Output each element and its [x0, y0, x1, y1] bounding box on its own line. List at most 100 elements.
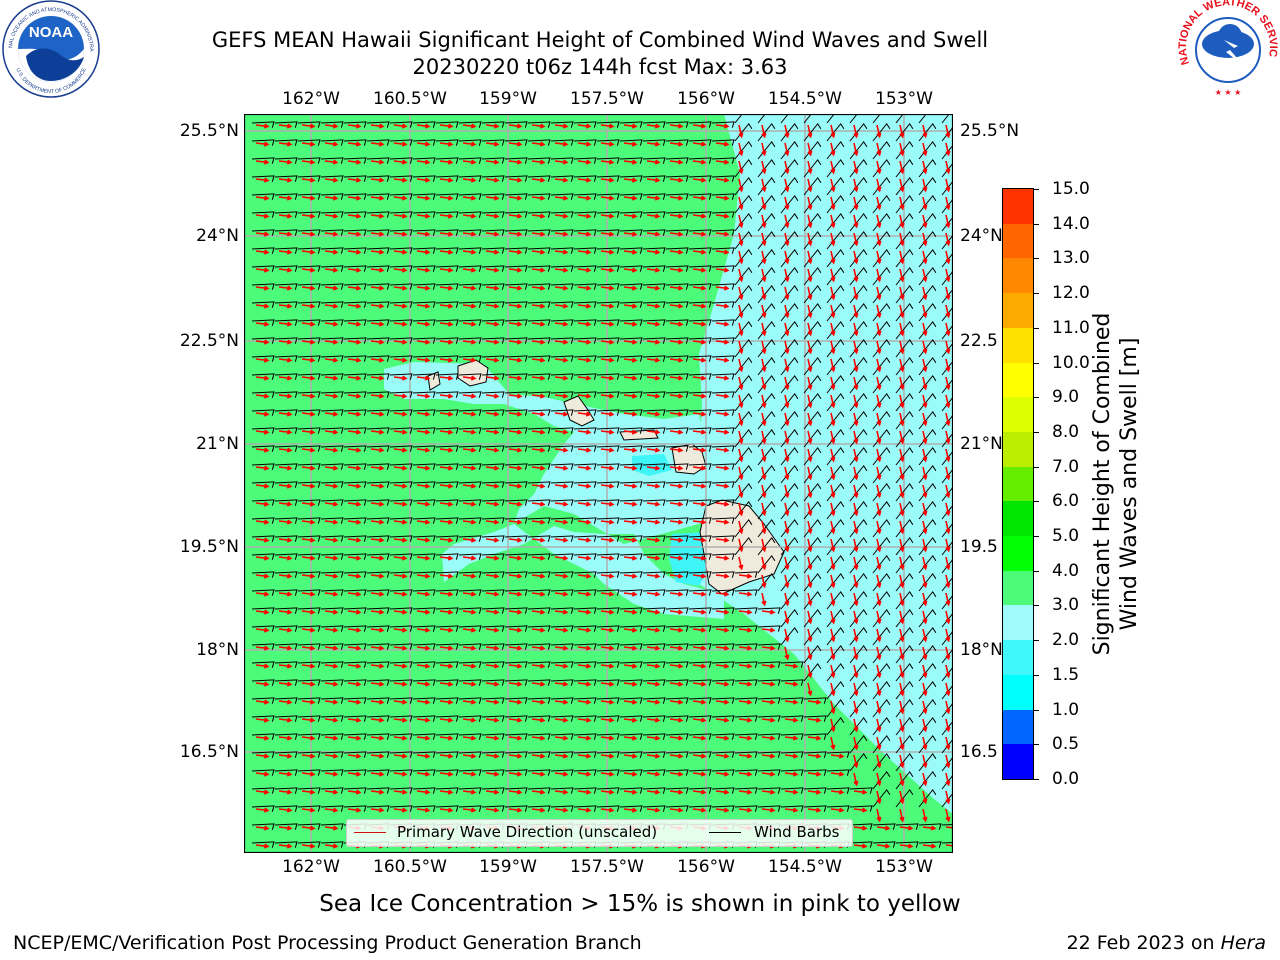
wave-direction-arrow — [531, 177, 546, 183]
wind-barb — [481, 571, 505, 578]
wave-direction-arrow — [278, 591, 293, 597]
wind-barb — [412, 229, 436, 236]
wind-barb — [366, 805, 390, 812]
wind-barb — [251, 427, 275, 434]
wave-direction-arrow — [623, 717, 638, 723]
wave-direction-arrow — [945, 754, 951, 769]
wind-barb — [550, 553, 574, 560]
wave-direction-arrow — [945, 664, 951, 679]
lat-tick-label: 25.5°N — [179, 121, 239, 141]
wave-direction-arrow — [416, 645, 431, 651]
wind-barb — [320, 661, 344, 668]
wave-direction-arrow — [646, 411, 661, 417]
wind-barb — [458, 625, 482, 632]
wave-direction-arrow — [393, 285, 408, 291]
wave-direction-arrow — [416, 663, 431, 669]
wave-direction-arrow — [945, 196, 951, 211]
wave-direction-arrow — [324, 447, 339, 453]
wave-direction-arrow — [416, 249, 431, 255]
wind-barb — [343, 499, 367, 506]
wave-direction-arrow — [876, 808, 882, 823]
wave-direction-arrow — [554, 627, 569, 633]
colorbar-tick-mark — [1033, 258, 1039, 260]
wave-direction-arrow — [439, 177, 454, 183]
wave-direction-arrow — [830, 664, 836, 679]
wave-direction-arrow — [508, 177, 523, 183]
wave-direction-arrow — [370, 357, 385, 363]
wind-barb — [251, 499, 275, 506]
wave-direction-arrow — [646, 231, 661, 237]
wind-barb — [251, 625, 275, 632]
wave-direction-arrow — [462, 717, 477, 723]
wind-barb — [343, 409, 367, 416]
wave-direction-arrow — [508, 267, 523, 273]
wind-barb — [389, 391, 413, 398]
wave-direction-arrow — [577, 321, 592, 327]
wind-barb — [527, 769, 551, 776]
wind-barb — [366, 535, 390, 542]
wind-barb — [251, 823, 275, 830]
wind-barb — [389, 337, 413, 344]
wind-barb — [527, 265, 551, 272]
wave-direction-arrow — [301, 519, 316, 525]
colorbar-tick-mark — [1033, 327, 1039, 329]
wind-barb — [550, 643, 574, 650]
wave-direction-arrow — [416, 807, 431, 813]
wave-direction-arrow — [600, 573, 615, 579]
wave-direction-arrow — [922, 214, 928, 229]
wind-barb — [550, 211, 574, 218]
wave-direction-arrow — [784, 502, 790, 517]
wave-direction-arrow — [462, 519, 477, 525]
wind-barb — [711, 733, 735, 740]
wind-barb — [527, 751, 551, 758]
wind-barb — [366, 589, 390, 596]
wave-direction-arrow — [600, 249, 615, 255]
wave-direction-arrow — [899, 718, 905, 733]
wave-direction-arrow — [784, 556, 790, 571]
wind-barb — [550, 175, 574, 182]
wind-barb — [619, 193, 643, 200]
wave-direction-arrow — [278, 555, 293, 561]
wave-direction-arrow — [623, 303, 638, 309]
wave-direction-arrow — [669, 681, 684, 687]
wave-direction-arrow — [554, 501, 569, 507]
wave-direction-arrow — [830, 592, 836, 607]
wave-direction-arrow — [554, 393, 569, 399]
wave-direction-arrow — [646, 717, 661, 723]
lon-tick-label: 162°W — [282, 89, 340, 109]
wind-barb — [389, 607, 413, 614]
wave-direction-arrow — [692, 177, 707, 183]
wave-direction-arrow — [669, 735, 684, 741]
wind-barb — [642, 715, 666, 722]
wave-direction-arrow — [761, 124, 767, 139]
wave-direction-arrow — [830, 789, 845, 795]
wave-direction-arrow — [669, 753, 684, 759]
wave-direction-arrow — [715, 159, 730, 165]
colorbar-segment — [1003, 466, 1033, 502]
wave-direction-arrow — [807, 394, 813, 409]
wave-direction-arrow — [531, 501, 546, 507]
wave-direction-arrow — [715, 267, 730, 273]
wave-direction-arrow — [715, 627, 730, 633]
wind-barb — [780, 715, 804, 722]
wind-barb — [458, 787, 482, 794]
wave-direction-arrow — [646, 159, 661, 165]
wind-barb — [596, 283, 620, 290]
wave-direction-arrow — [393, 393, 408, 399]
wind-barb — [412, 607, 436, 614]
wind-barb — [389, 697, 413, 704]
wave-direction-arrow — [738, 214, 744, 229]
wave-direction-arrow — [830, 358, 836, 373]
lat-tick-label: 16.5 — [960, 742, 998, 762]
wind-barb — [251, 715, 275, 722]
wave-direction-arrow — [508, 519, 523, 525]
colorbar-tick-mark — [1033, 744, 1039, 746]
wind-barb — [412, 751, 436, 758]
wave-direction-arrow — [876, 340, 882, 355]
wind-barb — [412, 337, 436, 344]
wind-barb — [550, 373, 574, 380]
wave-direction-arrow — [876, 466, 882, 481]
wind-barb — [573, 265, 597, 272]
wind-barb — [780, 805, 804, 812]
wind-barb — [412, 175, 436, 182]
